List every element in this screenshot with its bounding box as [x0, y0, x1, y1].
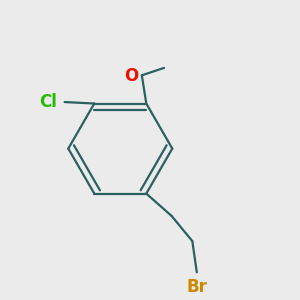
Text: Cl: Cl	[39, 93, 57, 111]
Text: O: O	[124, 67, 138, 85]
Text: Br: Br	[186, 278, 207, 296]
